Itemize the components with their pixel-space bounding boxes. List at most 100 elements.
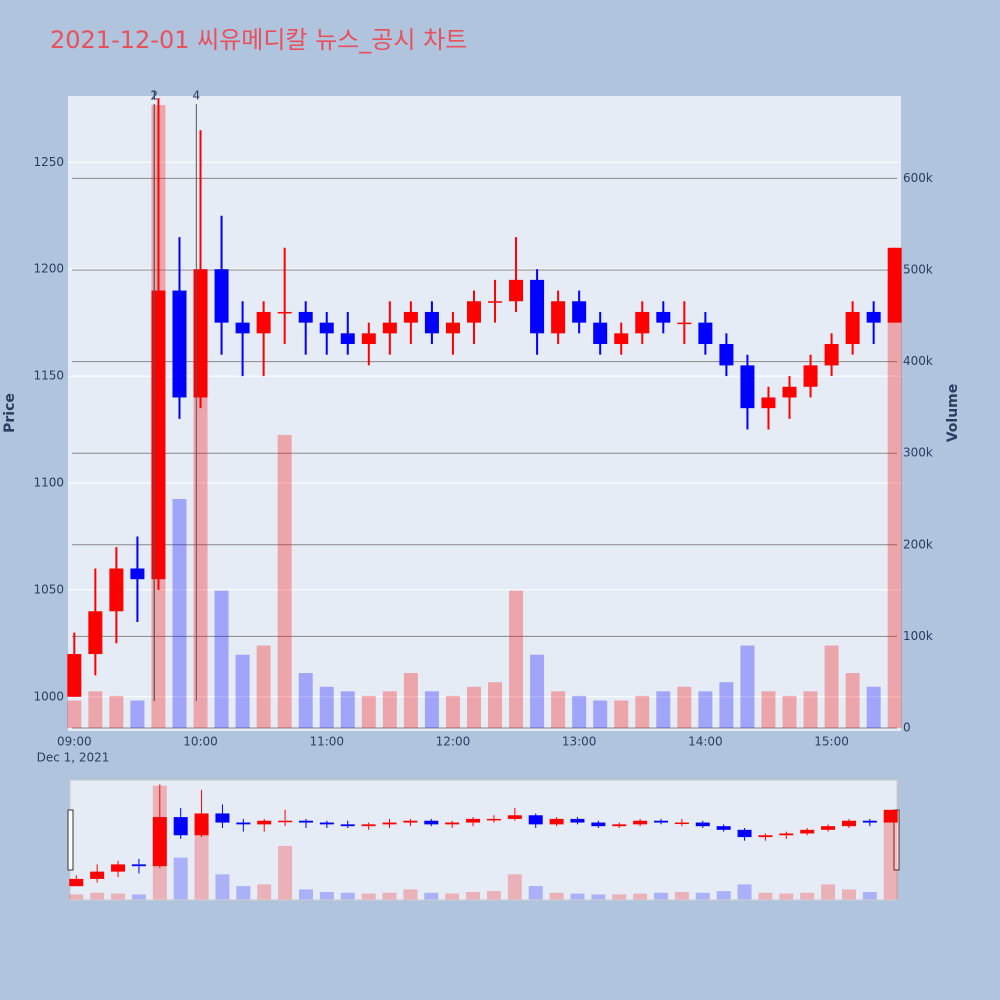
mini-volume-bar	[131, 894, 146, 900]
y2-tick-label: 200k	[903, 537, 933, 551]
candle-body	[235, 322, 250, 334]
candle-body	[88, 611, 103, 655]
candle-body	[572, 301, 587, 323]
y-tick-label: 1250	[33, 155, 64, 169]
range-handle[interactable]	[67, 809, 74, 871]
y2-tick-label: 400k	[903, 354, 933, 368]
volume-bar	[866, 686, 881, 728]
candle-body	[845, 311, 860, 345]
mini-volume-bar	[361, 893, 376, 900]
candle-body	[130, 568, 145, 580]
candle-body	[361, 333, 376, 345]
mini-candle-body	[131, 864, 146, 867]
mini-candle-body	[152, 817, 167, 867]
volume-bar	[845, 673, 860, 728]
mini-candle-body	[319, 822, 334, 825]
mini-candle-body	[654, 820, 669, 823]
candle-body	[193, 269, 208, 398]
mini-candle-body	[236, 822, 251, 825]
mini-candle-body	[361, 824, 376, 827]
mini-candle-body	[570, 818, 585, 823]
candle-body	[887, 247, 902, 323]
candle-body	[866, 311, 881, 323]
mini-volume-bar	[90, 892, 105, 900]
volume-bar	[109, 695, 124, 728]
mini-candle-body	[612, 824, 627, 827]
mini-candle-body	[841, 820, 856, 827]
volume-bar	[887, 279, 902, 728]
mini-volume-bar	[716, 891, 731, 900]
mini-candle-body	[883, 809, 898, 823]
mini-candle-body	[424, 820, 439, 825]
mini-volume-bar	[382, 892, 397, 900]
mini-volume-bar	[111, 893, 126, 900]
range-slider[interactable]	[69, 779, 898, 901]
volume-bar	[340, 691, 355, 728]
volume-bar	[509, 590, 524, 728]
mini-volume-bar	[549, 892, 564, 900]
mini-volume-bar	[194, 824, 209, 900]
candle-body	[593, 322, 608, 345]
volume-bar	[445, 695, 460, 728]
volume-bar	[172, 499, 187, 728]
candle-body	[530, 279, 545, 334]
volume-bar	[424, 691, 439, 728]
mini-candle-body	[445, 822, 460, 825]
candle-body	[466, 301, 481, 323]
volume-bar	[635, 695, 650, 728]
candle-body	[382, 322, 397, 334]
y-tick-label: 1150	[33, 369, 64, 383]
x-tick-label: 14:00	[688, 735, 723, 749]
mini-candle-body	[278, 820, 293, 823]
candle-body	[172, 290, 187, 398]
y2-tick-label: 300k	[903, 446, 933, 460]
mini-volume-bar	[654, 892, 669, 900]
x-tick-label: 09:00	[57, 735, 92, 749]
volume-bar	[824, 645, 839, 728]
mini-candle-body	[298, 820, 313, 823]
y-tick-label: 1100	[33, 475, 64, 489]
candle-body	[761, 397, 776, 409]
candle-body	[698, 322, 713, 345]
y2-tick-label: 0	[903, 720, 911, 734]
annotation-text: 4	[192, 89, 200, 103]
candle-body	[67, 654, 82, 697]
mini-volume-bar	[674, 891, 689, 900]
mini-volume-bar	[862, 891, 877, 900]
candle-body	[340, 333, 355, 345]
candle-body	[782, 386, 797, 398]
mini-volume-bar	[821, 884, 836, 900]
mini-volume-bar	[466, 891, 481, 900]
y-tick-label: 1200	[33, 262, 64, 276]
y2-tick-label: 600k	[903, 171, 933, 185]
mini-volume-bar	[883, 817, 898, 900]
mini-volume-bar	[695, 892, 710, 900]
volume-bar	[382, 691, 397, 728]
volume-bar	[677, 686, 692, 728]
volume-bar	[593, 700, 608, 728]
candle-body	[488, 301, 503, 303]
volume-bar	[235, 654, 250, 728]
volume-bar	[130, 700, 145, 728]
y2-axis-title: Volume	[945, 384, 961, 443]
mini-volume-bar	[445, 893, 460, 900]
mini-volume-bar	[236, 886, 251, 900]
candle-body	[551, 301, 566, 334]
mini-volume-bar	[633, 893, 648, 900]
candle-body	[277, 311, 292, 314]
mini-volume-bar	[612, 894, 627, 900]
volume-bar	[761, 691, 776, 728]
mini-candle-body	[257, 820, 272, 825]
x-tick-label: 11:00	[309, 735, 344, 749]
candle-body	[824, 344, 839, 366]
mini-volume-bar	[424, 892, 439, 900]
volume-bar	[214, 590, 229, 728]
mini-volume-bar	[841, 889, 856, 900]
mini-candle-body	[528, 815, 543, 825]
annotation-text: 2	[150, 89, 158, 103]
candle-body	[656, 311, 671, 323]
x-tick-label: 10:00	[183, 735, 218, 749]
mini-candle-body	[215, 813, 230, 823]
volume-bar	[488, 682, 503, 728]
